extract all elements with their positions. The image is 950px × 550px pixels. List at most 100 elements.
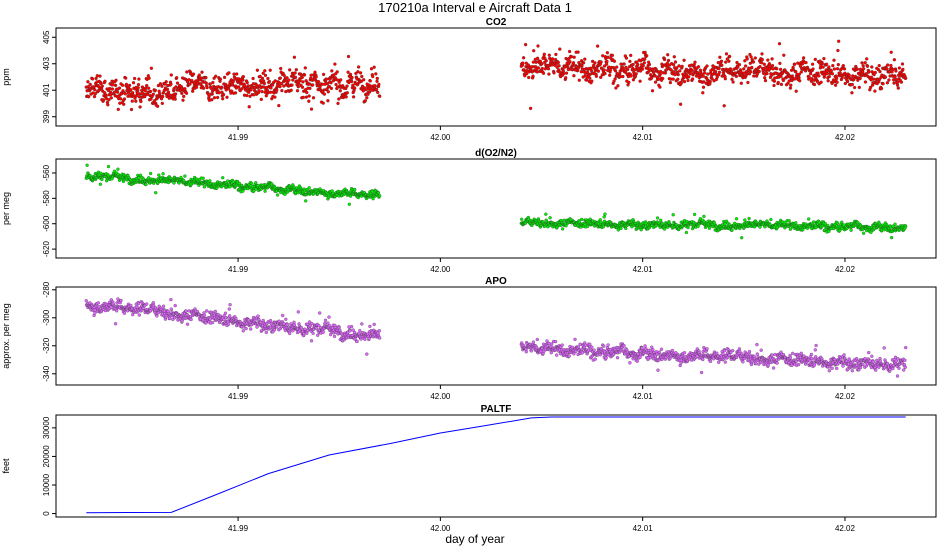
data-point [337,97,341,101]
data-point [115,309,119,313]
data-point [356,70,360,74]
data-point [309,339,314,343]
data-point [241,329,245,333]
data-point [129,107,134,112]
plot-frame [55,158,937,259]
data-point [130,99,134,103]
data-point [612,59,617,63]
data-point [309,73,313,77]
data-point [629,74,633,78]
data-point [721,352,725,356]
data-point [136,86,140,90]
data-point [189,317,193,322]
data-point [706,72,710,76]
data-point [228,303,232,307]
data-point [240,87,244,91]
data-point [275,193,280,197]
data-point [255,68,260,72]
data-point [606,55,610,59]
data-point [724,52,729,56]
data-point [763,78,768,83]
data-point [798,79,802,83]
data-point [101,98,106,102]
data-point [651,348,655,352]
data-point [549,351,553,355]
data-point [832,67,837,71]
y-tick-label: -560 [42,164,51,181]
data-point [671,77,675,81]
data-point [531,340,536,344]
data-point [553,339,558,344]
data-point [349,324,354,329]
data-point [717,360,721,364]
data-point [750,65,754,70]
data-point [703,71,707,75]
data-point [751,60,756,64]
y-tick-label: -280 [42,281,51,298]
data-point [131,81,136,85]
data-point [759,61,764,65]
data-point [205,85,209,90]
data-point [231,80,235,84]
data-point [314,75,318,79]
data-point [353,187,357,192]
data-point [662,57,667,62]
data-point [602,68,606,72]
data-point [812,220,816,224]
data-point [701,91,705,95]
data-point [696,65,701,69]
data-point [329,86,334,91]
data-point [175,81,180,85]
y-tick-label: -300 [42,309,51,326]
data-point [701,357,705,362]
data-point [564,76,568,80]
data-point [686,78,690,83]
data-point [119,298,123,303]
data-point [262,81,267,86]
data-point [658,85,662,89]
data-point [260,76,265,80]
data-point [672,70,676,74]
data-point [625,67,630,72]
data-point [231,180,235,184]
data-point [739,81,743,85]
data-point [210,92,214,96]
data-point [683,355,687,359]
data-point [301,80,305,84]
data-point [291,78,295,82]
data-point [161,172,165,176]
data-point [641,64,645,68]
data-point [311,96,316,100]
data-point [139,99,143,104]
data-point [635,359,639,363]
data-point [757,69,761,74]
data-point [679,81,683,85]
data-point [535,56,540,60]
data-point [541,71,546,75]
data-point [821,65,825,69]
data-point [373,84,377,88]
data-point [378,94,382,98]
y-tick-label: 405 [42,30,51,44]
data-point [269,86,273,90]
data-point [690,77,695,81]
data-point [801,56,806,60]
data-point [889,235,894,240]
data-point [619,62,623,66]
data-point [149,66,154,70]
data-point [572,74,576,78]
data-point [724,60,728,64]
data-point [737,62,742,67]
panel-title: CO2 [486,17,507,28]
data-point [249,181,254,185]
data-point [701,85,706,89]
data-point [899,80,904,84]
data-point [734,217,739,221]
data-point [293,75,298,79]
data-point [857,85,861,90]
data-point [900,62,905,66]
data-point [157,173,161,177]
data-point [569,55,574,59]
